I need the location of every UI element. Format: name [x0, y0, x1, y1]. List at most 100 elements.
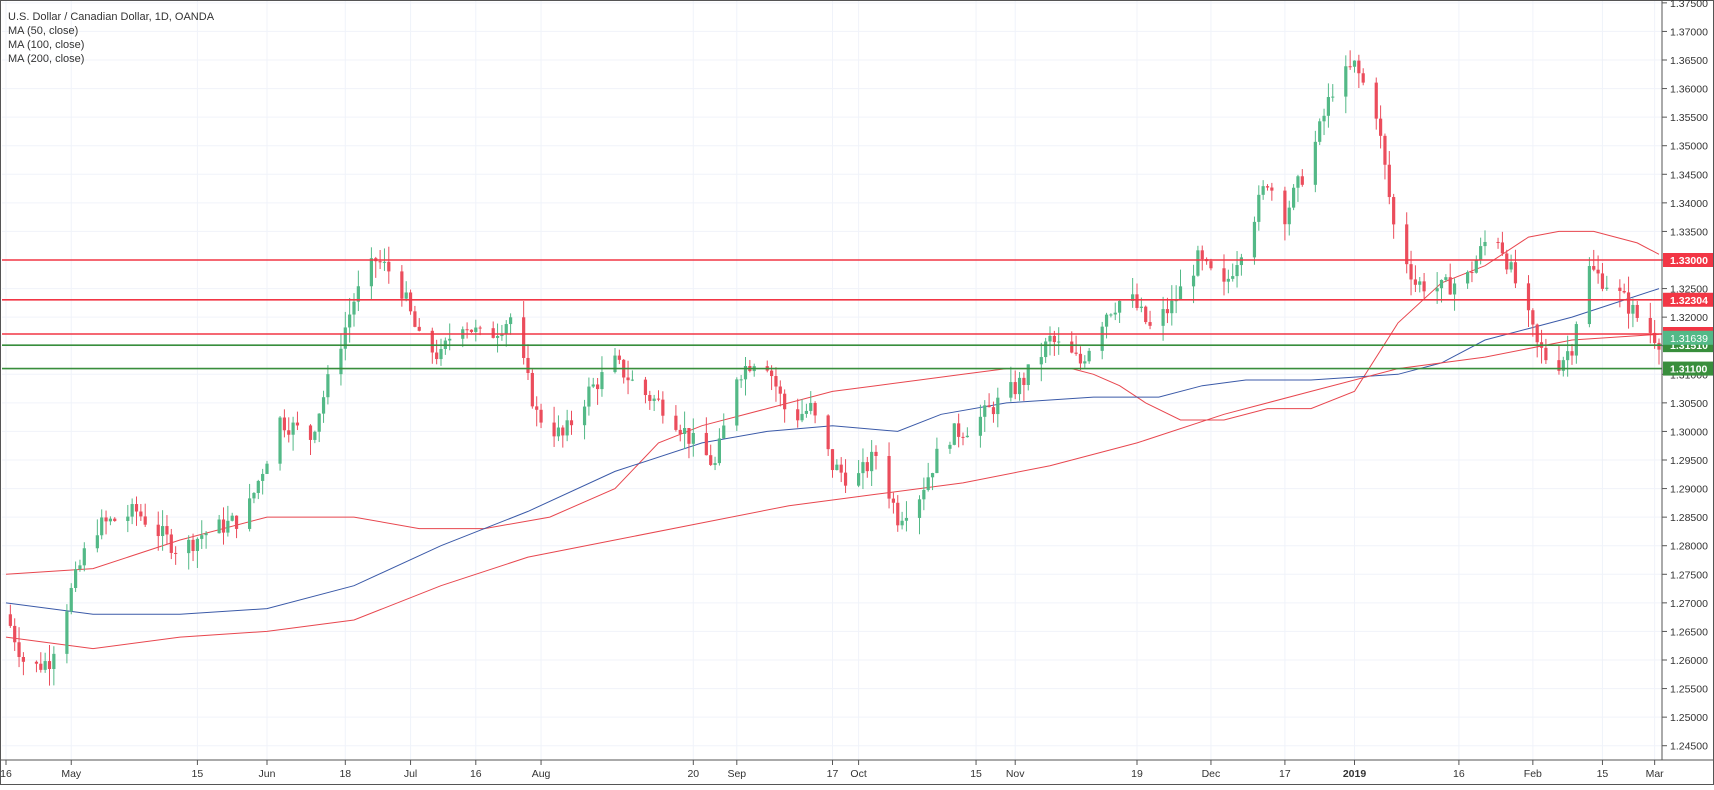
candle-down	[139, 511, 143, 517]
tick-label-y: 1.28000	[1670, 541, 1708, 553]
tick-label-x: Feb	[1524, 768, 1542, 780]
candle-down	[1148, 322, 1152, 326]
candle-up	[1161, 309, 1165, 326]
candle-up	[1009, 382, 1013, 398]
tick-label-x: Nov	[1006, 768, 1025, 780]
candle-up	[1344, 66, 1348, 97]
candle-down	[778, 386, 782, 394]
candle-up	[74, 569, 78, 588]
candle-down	[957, 423, 961, 437]
candle-down	[1405, 224, 1409, 265]
tick-label-x: 17	[1279, 768, 1291, 780]
candle-down	[1383, 135, 1387, 165]
candle-down	[491, 328, 495, 338]
candle-up	[278, 417, 282, 464]
candle-down	[1557, 360, 1561, 371]
candle-down	[843, 472, 848, 486]
candle-down	[287, 430, 291, 435]
candle-down	[1526, 283, 1531, 311]
candle-down	[661, 399, 665, 416]
candle-up	[1318, 121, 1322, 142]
tick-label-y: 1.35500	[1670, 112, 1708, 124]
candle-down	[221, 519, 226, 533]
candle-down	[1052, 335, 1056, 343]
candle-down	[674, 415, 678, 430]
candle-up	[1174, 300, 1178, 302]
candle-down	[1422, 281, 1426, 292]
candle-up	[900, 520, 904, 526]
tick-label-x: Oct	[850, 768, 866, 780]
legend-ma50[interactable]: MA (50, close)	[8, 25, 79, 37]
candle-up	[565, 420, 569, 436]
candle-up	[1083, 361, 1087, 364]
candle-up	[65, 611, 69, 654]
candle-down	[1392, 197, 1396, 225]
tick-label-y: 1.32500	[1670, 284, 1708, 296]
candle-up	[1113, 312, 1117, 315]
candle-up	[996, 397, 1000, 415]
price-axis-bg	[1662, 0, 1714, 760]
candle-up	[509, 317, 513, 325]
candle-down	[987, 405, 991, 408]
candle-up	[313, 431, 317, 440]
tick-label-y: 1.36500	[1670, 55, 1708, 67]
candle-down	[648, 395, 652, 401]
candle-down	[234, 515, 239, 529]
tick-label-y: 1.26000	[1670, 655, 1708, 667]
candle-up	[1509, 262, 1513, 270]
candle-up	[291, 422, 295, 435]
candle-up	[1435, 288, 1439, 292]
candle-up	[248, 498, 252, 529]
candle-down	[1544, 347, 1548, 361]
candle-down	[387, 261, 391, 272]
candle-up	[1252, 221, 1257, 258]
candle-up	[904, 517, 909, 521]
candle-up	[82, 548, 86, 566]
candle-down	[156, 524, 160, 537]
tick-label-x: Jun	[259, 768, 276, 780]
candle-up	[1026, 364, 1030, 386]
candle-up	[1100, 326, 1104, 351]
candle-down	[469, 329, 474, 332]
candle-down	[826, 415, 830, 450]
candle-down	[961, 436, 965, 438]
candle-down	[174, 552, 178, 554]
candle-up	[587, 386, 591, 407]
candle-up	[1104, 314, 1109, 327]
candle-up	[917, 499, 922, 518]
tick-label-y: 1.27500	[1670, 569, 1708, 581]
candle-up	[1239, 257, 1243, 266]
tick-label-x: Sep	[727, 768, 746, 780]
candle-up	[1261, 186, 1265, 195]
candle-up	[717, 438, 721, 464]
candle-up	[439, 348, 443, 360]
candle-down	[656, 398, 661, 400]
candle-up	[474, 327, 478, 332]
candle-down	[1648, 317, 1652, 333]
candle-up	[495, 336, 500, 338]
candle-down	[522, 317, 526, 358]
candle-up	[1352, 60, 1357, 67]
candle-up	[809, 402, 813, 411]
candle-up	[343, 327, 347, 349]
candle-up	[1313, 141, 1317, 185]
candle-down	[1505, 253, 1509, 270]
candle-down	[643, 379, 648, 396]
candle-down	[1500, 242, 1504, 254]
candle-up	[1048, 335, 1052, 342]
level-label-bg	[1663, 253, 1713, 267]
tick-label-y: 1.27000	[1670, 598, 1708, 610]
candle-down	[526, 357, 530, 373]
legend-ma200[interactable]: MA (200, close)	[8, 53, 85, 65]
tick-label-x: Mar	[1646, 768, 1665, 780]
candle-up	[352, 301, 356, 315]
candle-down	[34, 661, 39, 664]
candle-down	[596, 384, 600, 390]
legend-ma100[interactable]: MA (100, close)	[8, 39, 85, 51]
candle-up	[1039, 357, 1043, 365]
candle-down	[8, 614, 12, 626]
candle-up	[983, 405, 987, 417]
time-axis[interactable]: 16 May 15 Jun 18 Jul 16 Aug 20 Sep 17 Oct 15 Nov 19 Dec…	[0, 760, 1714, 780]
